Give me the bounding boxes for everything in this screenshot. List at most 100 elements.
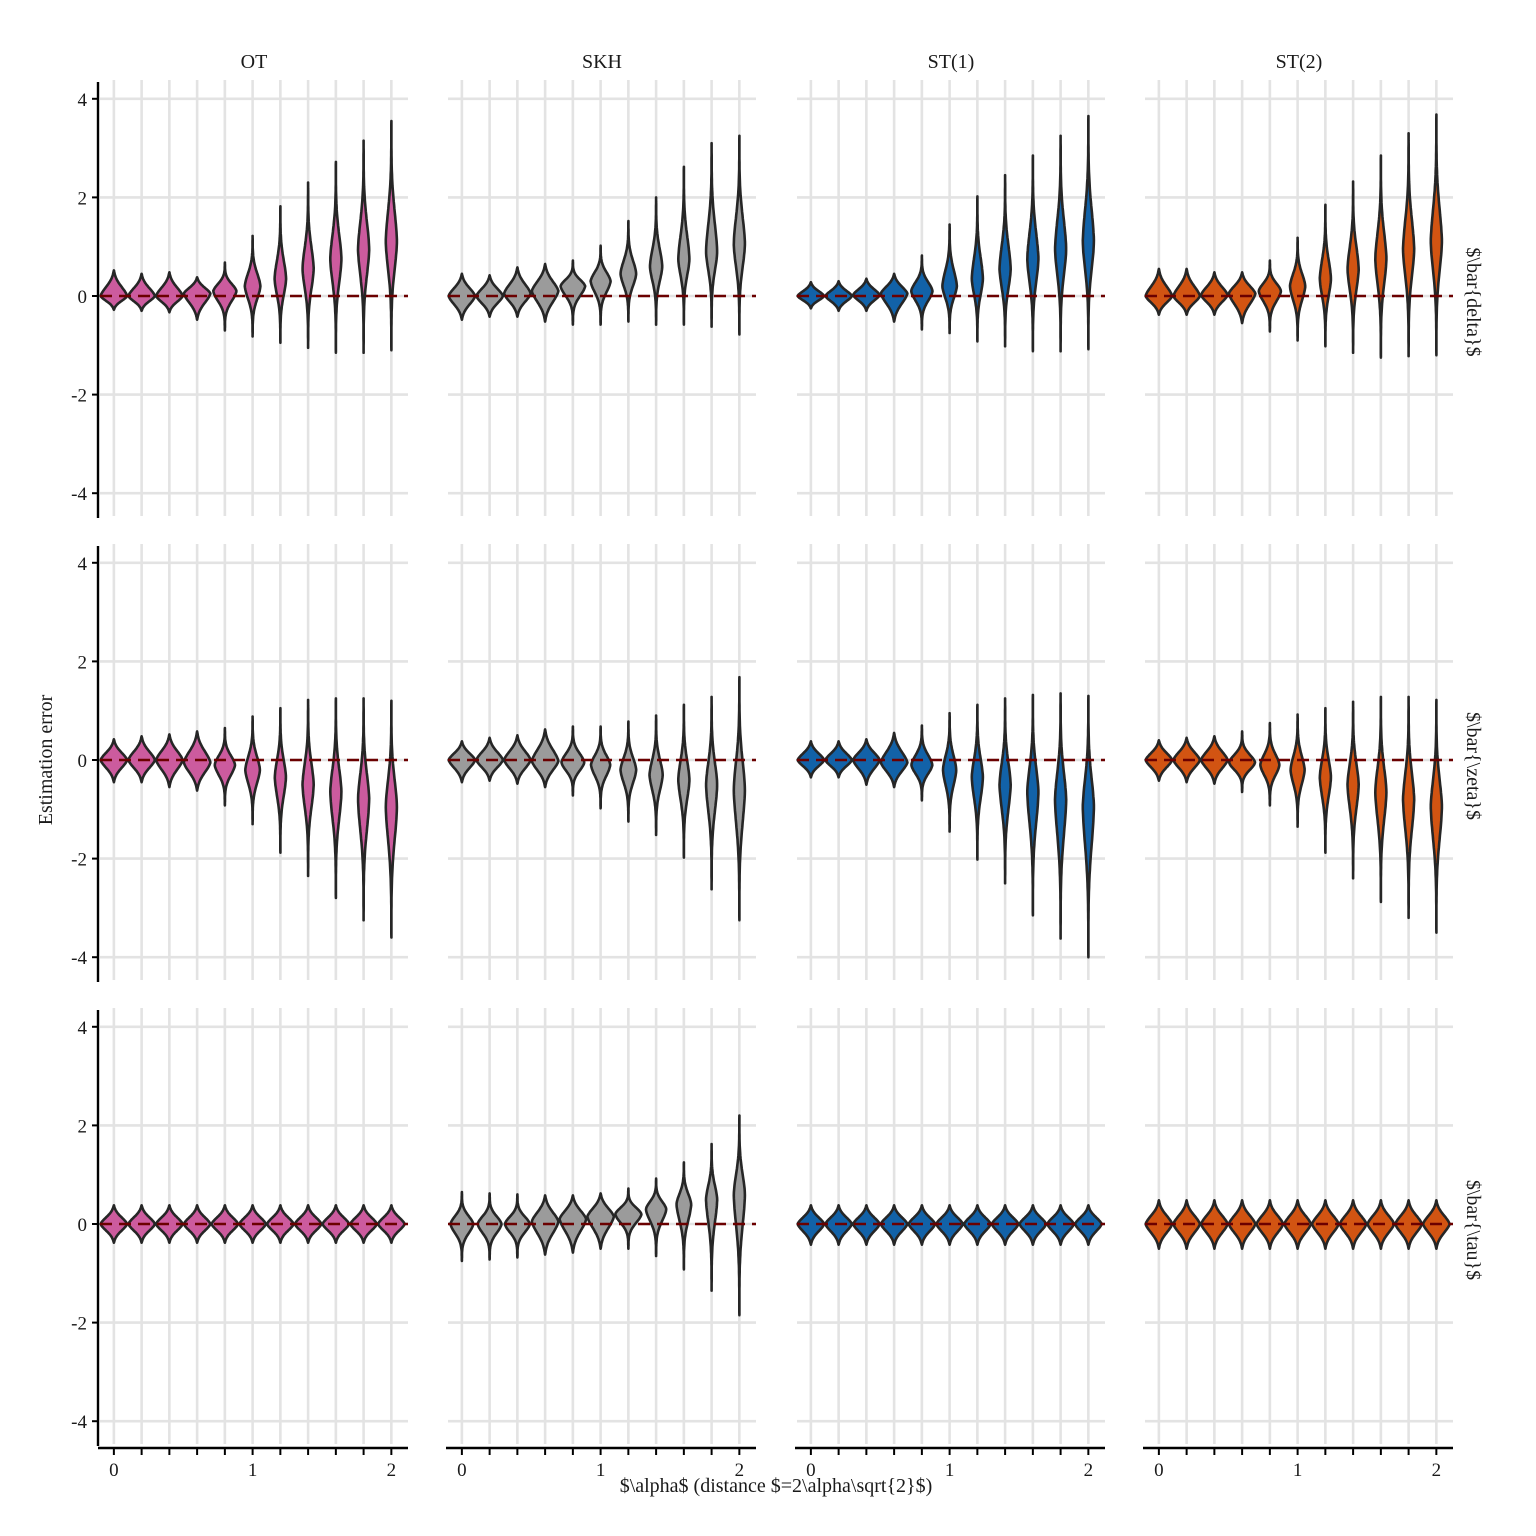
violin xyxy=(1081,694,1096,959)
violin xyxy=(1053,692,1068,940)
violin xyxy=(1026,154,1040,353)
violin xyxy=(1374,695,1388,904)
violin-group-r0-c0 xyxy=(99,119,399,354)
violin xyxy=(990,1204,1020,1246)
violin xyxy=(1227,730,1257,794)
x-tick-label: 2 xyxy=(1084,1460,1094,1481)
y-tick-label: 0 xyxy=(78,751,88,772)
violin xyxy=(851,277,881,313)
violin xyxy=(301,181,315,350)
y-tick-label: 4 xyxy=(78,1018,88,1039)
violin xyxy=(586,1192,616,1250)
x-axis-title: $\alpha$ (distance $=2\alpha\sqrt{2}$) xyxy=(620,1475,933,1497)
violin xyxy=(213,726,237,807)
violin xyxy=(910,254,934,331)
violin xyxy=(941,223,959,335)
violin xyxy=(704,1142,719,1292)
violin xyxy=(1026,693,1040,917)
violin xyxy=(1401,695,1416,920)
violin xyxy=(796,1204,826,1246)
violin xyxy=(1081,114,1096,351)
violin xyxy=(243,234,262,338)
violin xyxy=(851,1204,881,1246)
violin xyxy=(329,697,343,900)
violin xyxy=(293,1204,323,1244)
violin xyxy=(1289,713,1306,828)
x-tick-label: 1 xyxy=(596,1460,606,1481)
violin xyxy=(502,266,532,318)
row-strip-label: $\bar{\zeta}$ xyxy=(1462,712,1484,820)
y-tick-label: 2 xyxy=(78,1116,88,1137)
violin xyxy=(1172,267,1202,316)
violin xyxy=(99,269,129,312)
y-tick-label: 4 xyxy=(78,90,88,111)
violin xyxy=(677,165,691,326)
violin xyxy=(644,1177,668,1258)
x-tick-label: 0 xyxy=(457,1460,467,1481)
violin xyxy=(384,699,399,939)
violin xyxy=(1144,739,1174,782)
violin xyxy=(648,196,664,326)
violin xyxy=(970,703,985,861)
violin xyxy=(704,695,719,891)
violin xyxy=(589,725,612,810)
violin xyxy=(941,711,958,833)
y-tick-label: -2 xyxy=(71,1314,87,1335)
violin xyxy=(732,675,747,922)
violin xyxy=(447,272,477,321)
violin xyxy=(273,205,288,345)
x-tick-label: 0 xyxy=(109,1460,119,1481)
x-tick-label: 0 xyxy=(806,1460,816,1481)
violin xyxy=(99,1204,129,1244)
violin xyxy=(1394,1199,1424,1250)
column-strip-label: ST(2) xyxy=(1276,51,1323,73)
violin xyxy=(476,1192,503,1261)
violin xyxy=(910,724,934,802)
violin-group-r1-c0 xyxy=(99,697,399,939)
violin xyxy=(1374,154,1388,359)
y-tick-label: -2 xyxy=(71,850,87,871)
violin xyxy=(1429,113,1444,357)
violin xyxy=(99,738,129,784)
violin xyxy=(449,1190,475,1263)
violin xyxy=(356,139,371,354)
violin-group-r0-c1 xyxy=(447,134,747,336)
violin xyxy=(1318,203,1333,348)
violin xyxy=(589,244,612,326)
violin xyxy=(502,734,532,785)
violin xyxy=(998,697,1012,885)
y-tick-label: 2 xyxy=(78,652,88,673)
x-tick-label: 2 xyxy=(387,1460,397,1481)
violin xyxy=(1429,698,1444,934)
x-tick-label: 1 xyxy=(1293,1460,1303,1481)
violin xyxy=(732,1114,747,1317)
x-tick-label: 1 xyxy=(945,1460,955,1481)
violin xyxy=(182,276,212,321)
violin xyxy=(154,271,184,314)
x-tick-label: 2 xyxy=(1432,1460,1442,1481)
violin xyxy=(447,740,477,784)
violin-group-r0-c3 xyxy=(1144,113,1444,359)
violin xyxy=(127,272,157,313)
violin xyxy=(559,259,587,326)
violin-group-r2-c1 xyxy=(449,1114,747,1317)
x-tick-label: 2 xyxy=(735,1460,745,1481)
violin xyxy=(530,728,560,789)
violin xyxy=(384,119,399,352)
violin xyxy=(619,219,638,323)
violin-group-r1-c3 xyxy=(1144,695,1444,934)
violin xyxy=(879,272,909,323)
y-tick-label: 4 xyxy=(78,554,88,575)
violin xyxy=(998,173,1012,348)
violin xyxy=(1288,236,1307,342)
y-tick-label: -2 xyxy=(71,386,87,407)
y-tick-label: 2 xyxy=(78,188,88,209)
violin xyxy=(154,733,184,789)
violin xyxy=(1199,735,1229,785)
violin xyxy=(1259,721,1281,807)
violin xyxy=(1318,706,1333,854)
violin xyxy=(1401,132,1416,358)
violin xyxy=(244,715,262,826)
violin xyxy=(1144,1199,1174,1250)
